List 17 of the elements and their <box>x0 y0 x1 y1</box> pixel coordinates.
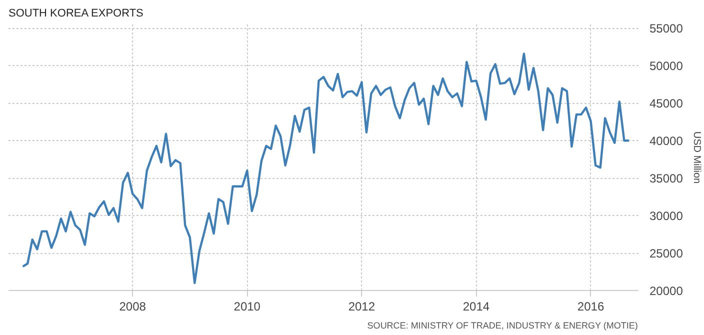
x-tick-label: 2012 <box>348 300 376 314</box>
y-tick-label: 40000 <box>650 134 684 148</box>
y-axis-title: USD Million <box>690 131 702 184</box>
y-tick-label: 25000 <box>650 246 684 261</box>
y-tick-label: 20000 <box>650 284 684 298</box>
source-note: SOURCE: MINISTRY OF TRADE, INDUSTRY & ENERGY (MOTIE) <box>367 320 638 330</box>
x-tick-label: 2010 <box>234 300 261 314</box>
x-tick-label: 2016 <box>577 300 604 314</box>
y-tick-label: 45000 <box>650 96 684 111</box>
line-series <box>22 52 630 284</box>
y-tick-label: 35000 <box>650 172 684 186</box>
x-tick-label: 2014 <box>462 300 490 314</box>
x-tick-label: 2008 <box>119 300 146 314</box>
chart-title: SOUTH KOREA EXPORTS <box>8 8 144 20</box>
y-tick-label: 55000 <box>650 22 684 36</box>
y-tick-label: 30000 <box>650 209 684 224</box>
y-tick-label: 50000 <box>650 59 684 74</box>
